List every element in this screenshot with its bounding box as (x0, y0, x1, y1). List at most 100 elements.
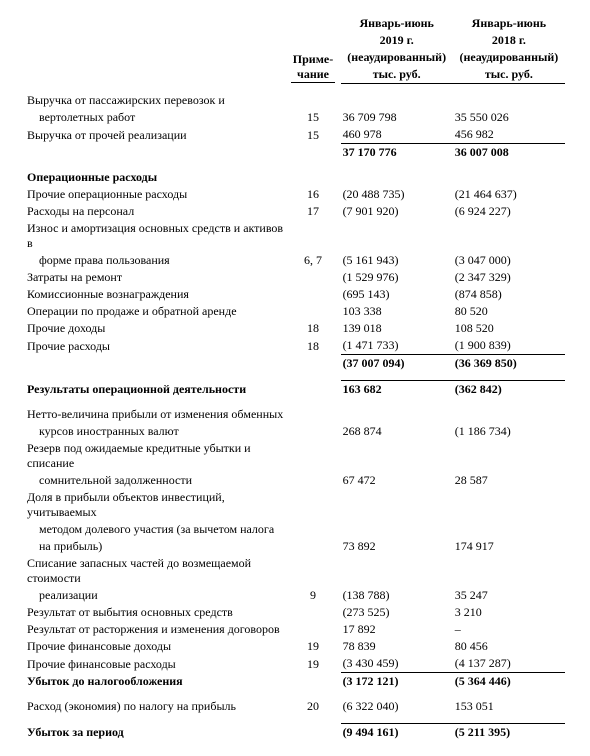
sub1-v18: 36 007 008 (453, 144, 565, 162)
r6-label: Затраты на ремонт (25, 269, 285, 286)
row-fx-a: Нетто-величина прибыли от изменения обме… (25, 406, 565, 423)
sub2-v18: (36 369 850) (453, 355, 565, 373)
r6-v19: (1 529 976) (341, 269, 453, 286)
row-spares-a: Списание запасных частей до возмещаемой … (25, 555, 565, 587)
r11-v18: (1 186 734) (453, 423, 565, 440)
header-row-1: Январь-июнь Январь-июнь (25, 15, 565, 32)
row-loss-period: Убыток за период (9 494 161) (5 211 395) (25, 724, 565, 742)
hdr-2018-l4: тыс. руб. (453, 66, 565, 84)
r10-v18: (1 900 839) (453, 337, 565, 355)
row-other-exp: Прочие расходы 18 (1 471 733) (1 900 839… (25, 337, 565, 355)
row-tax: Расход (экономия) по налогу на прибыль 2… (25, 698, 565, 715)
hdr-2019-l4: тыс. руб. (341, 66, 453, 84)
row-other-rev: Выручка от прочей реализации 15 460 978 … (25, 126, 565, 144)
r8-v19: 103 338 (341, 303, 453, 320)
row-ecl-b: сомнительной задолженности 67 472 28 587 (25, 472, 565, 489)
r9-v19: 139 018 (341, 320, 453, 337)
r5-v18: (3 047 000) (453, 252, 565, 269)
pbt-label: Убыток до налогообложения (25, 673, 285, 691)
r17-note: 19 (285, 638, 340, 655)
r9-v18: 108 520 (453, 320, 565, 337)
tax-v19: (6 322 040) (341, 698, 453, 715)
hdr-2018-l2: 2018 г. (453, 32, 565, 49)
tax-label: Расход (экономия) по налогу на прибыль (25, 698, 285, 715)
row-repairs: Затраты на ремонт (1 529 976) (2 347 329… (25, 269, 565, 286)
r16-v18: – (453, 621, 565, 638)
r7-label: Комиссионные вознаграждения (25, 286, 285, 303)
row-contract-mod: Результат от расторжения и изменения дог… (25, 621, 565, 638)
sub2-v19: (37 007 094) (341, 355, 453, 373)
opres-v18: (362 842) (453, 381, 565, 399)
r4-v19: (7 901 920) (341, 203, 453, 220)
hdr-2018-l1: Январь-июнь (453, 15, 565, 32)
row-other-opex: Прочие операционные расходы 16 (20 488 7… (25, 186, 565, 203)
r3-v19: (20 488 735) (341, 186, 453, 203)
r5-label-a: Износ и амортизация основных средств и а… (25, 220, 285, 252)
r14-label-a: Списание запасных частей до возмещаемой … (25, 555, 285, 587)
r1-v19: 36 709 798 (341, 109, 453, 126)
row-spares-b: реализации 9 (138 788) 35 247 (25, 587, 565, 604)
opres-v19: 163 682 (341, 381, 453, 399)
row-rev-subtotal: 37 170 776 36 007 008 (25, 144, 565, 162)
r1-label-b: вертолетных работ (25, 109, 285, 126)
hdr-note: Приме-чание (291, 52, 335, 83)
r10-v19: (1 471 733) (341, 337, 453, 355)
r13-label-c: на прибыль) (25, 538, 285, 555)
hdr-2019-l2: 2019 г. (341, 32, 453, 49)
r3-label: Прочие операционные расходы (25, 186, 285, 203)
header-row-2: Приме-чание 2019 г. 2018 г. (25, 32, 565, 49)
pbt-v18: (5 364 446) (453, 673, 565, 691)
r15-label: Результат от выбытия основных средств (25, 604, 285, 621)
row-personnel: Расходы на персонал 17 (7 901 920) (6 92… (25, 203, 565, 220)
r16-v19: 17 892 (341, 621, 453, 638)
row-depr-b: форме права пользования 6, 7 (5 161 943)… (25, 252, 565, 269)
opex-title: Операционные расходы (25, 169, 285, 186)
r12-label-a: Резерв под ожидаемые кредитные убытки и … (25, 440, 285, 472)
row-fin-income: Прочие финансовые доходы 19 78 839 80 45… (25, 638, 565, 655)
row-other-inc: Прочие доходы 18 139 018 108 520 (25, 320, 565, 337)
r7-v19: (695 143) (341, 286, 453, 303)
r5-label-b: форме права пользования (25, 252, 285, 269)
row-pax-rev-a: Выручка от пассажирских перевозок и (25, 92, 565, 109)
hdr-2018-l3: (неаудированный) (453, 49, 565, 66)
r15-v19: (273 525) (341, 604, 453, 621)
r15-v18: 3 210 (453, 604, 565, 621)
r12-label-b: сомнительной задолженности (25, 472, 285, 489)
r6-v18: (2 347 329) (453, 269, 565, 286)
row-opex-subtotal: (37 007 094) (36 369 850) (25, 355, 565, 373)
r4-v18: (6 924 227) (453, 203, 565, 220)
r11-label-a: Нетто-величина прибыли от изменения обме… (25, 406, 285, 423)
hdr-2019-l1: Январь-июнь (341, 15, 453, 32)
row-fx-b: курсов иностранных валют 268 874 (1 186 … (25, 423, 565, 440)
r9-label: Прочие доходы (25, 320, 285, 337)
r8-v18: 80 520 (453, 303, 565, 320)
row-assoc-a: Доля в прибыли объектов инвестиций, учит… (25, 489, 565, 521)
r1-v18: 35 550 026 (453, 109, 565, 126)
r4-note: 17 (285, 203, 340, 220)
row-pbt: Убыток до налогообложения (3 172 121) (5… (25, 673, 565, 691)
row-disposal: Результат от выбытия основных средств (2… (25, 604, 565, 621)
r14-label-b: реализации (25, 587, 285, 604)
r3-v18: (21 464 637) (453, 186, 565, 203)
row-op-result: Результаты операционной деятельности 163… (25, 381, 565, 399)
r17-v18: 80 456 (453, 638, 565, 655)
r12-v19: 67 472 (341, 472, 453, 489)
r13-v18: 174 917 (453, 538, 565, 555)
r18-note: 19 (285, 655, 340, 673)
r13-v19: 73 892 (341, 538, 453, 555)
r2-label: Выручка от прочей реализации (25, 126, 285, 144)
r9-note: 18 (285, 320, 340, 337)
row-ecl-a: Резерв под ожидаемые кредитные убытки и … (25, 440, 565, 472)
r18-label: Прочие финансовые расходы (25, 655, 285, 673)
row-commission: Комиссионные вознаграждения (695 143) (8… (25, 286, 565, 303)
sub1-v19: 37 170 776 (341, 144, 453, 162)
r13-label-a: Доля в прибыли объектов инвестиций, учит… (25, 489, 285, 521)
r7-v18: (874 858) (453, 286, 565, 303)
opres-label: Результаты операционной деятельности (25, 381, 285, 399)
tax-v18: 153 051 (453, 698, 565, 715)
r13-label-b: методом долевого участия (за вычетом нал… (25, 521, 285, 538)
r5-note: 6, 7 (285, 252, 340, 269)
loss-v18: (5 211 395) (453, 724, 565, 742)
tax-note: 20 (285, 698, 340, 715)
hdr-2019-l3: (неаудированный) (341, 49, 453, 66)
